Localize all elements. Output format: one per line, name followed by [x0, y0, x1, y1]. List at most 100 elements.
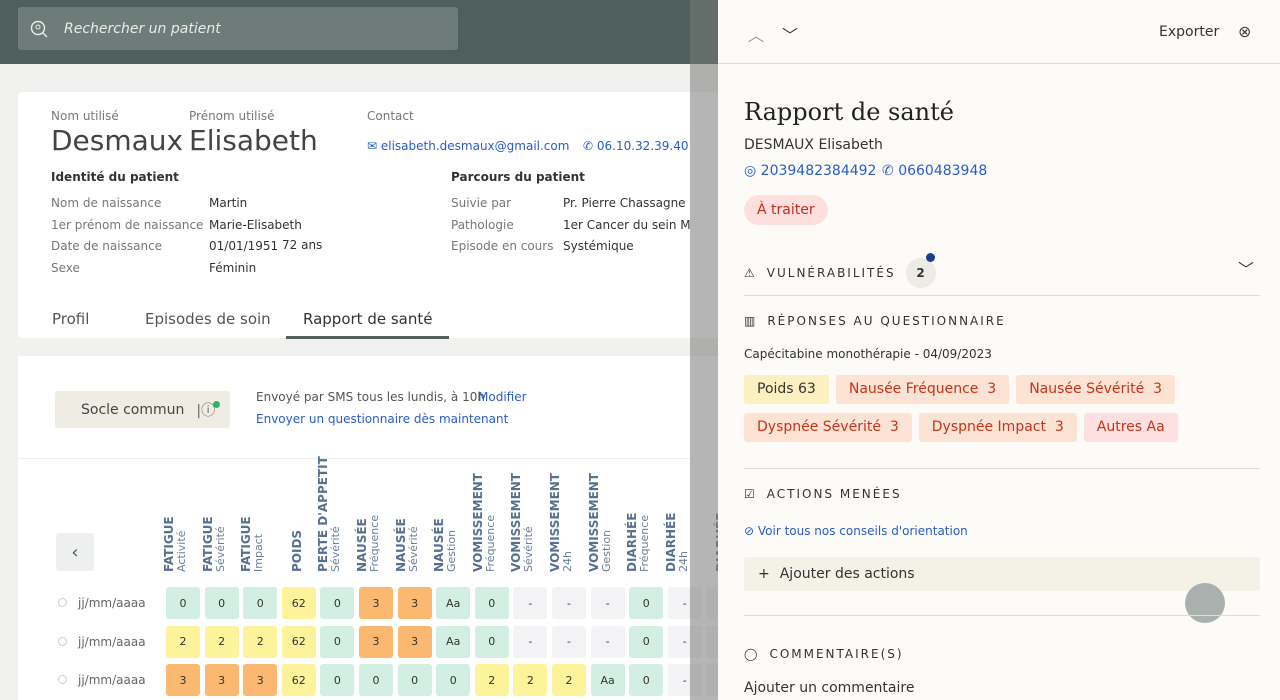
table-cell[interactable]: 62: [281, 587, 316, 619]
table-cell[interactable]: 2: [166, 625, 200, 658]
table-cell[interactable]: 0: [204, 587, 239, 619]
table-cell[interactable]: 0: [166, 587, 200, 619]
table-cell[interactable]: Aa: [436, 625, 471, 658]
column-header: VOMISSEMENT 24h: [548, 466, 586, 572]
conseils-link[interactable]: ⊘ Voir tous nos conseils d'orientation: [744, 524, 968, 538]
export-button[interactable]: Exporter: [1159, 24, 1220, 40]
table-cell[interactable]: 0: [474, 625, 509, 658]
table-cell[interactable]: -: [590, 625, 625, 658]
identity-label: Date de naissance: [51, 239, 163, 253]
parcours-label: Episode en cours: [451, 239, 554, 253]
table-cell[interactable]: 3: [166, 664, 200, 696]
add-comment-input[interactable]: Ajouter un commentaire: [744, 680, 915, 696]
phone-link[interactable]: ✆ 06.10.32.39.40: [583, 139, 689, 153]
table-cell[interactable]: 2: [552, 664, 586, 696]
table-cell[interactable]: 62: [281, 625, 316, 658]
socle-commun-button[interactable]: Socle commun |ⓘ: [55, 391, 230, 428]
table-cell[interactable]: -: [590, 587, 625, 619]
tab-episodes[interactable]: Episodes de soin: [145, 310, 271, 328]
table-cell[interactable]: 0: [629, 664, 664, 696]
status-badge: À traiter: [744, 195, 828, 225]
search-placeholder: Rechercher un patient: [64, 20, 221, 37]
chat-bubble-button[interactable]: [1185, 583, 1225, 623]
expand-chevron-icon[interactable]: ﹀: [1238, 260, 1255, 279]
column-title: POIDS: [289, 529, 304, 572]
column-title: VOMISSEMENT: [548, 473, 562, 572]
table-cell[interactable]: 0: [397, 664, 432, 696]
column-header: VOMISSEMENT Fréquence: [471, 466, 509, 572]
tab-profil[interactable]: Profil: [52, 310, 90, 328]
help-icon: |ⓘ: [196, 402, 216, 419]
tab-rapport[interactable]: Rapport de santé: [286, 310, 450, 339]
chevron-down-icon[interactable]: ﹀: [782, 26, 799, 45]
column-subtitle: Gestion: [445, 529, 459, 572]
add-actions-button[interactable]: + Ajouter des actions: [744, 557, 1260, 591]
table-cell[interactable]: 0: [359, 664, 393, 696]
label-prenom: Prénom utilisé: [189, 109, 275, 123]
send-now-link[interactable]: Envoyer un questionnaire dès maintenant: [256, 412, 509, 426]
close-icon[interactable]: ⊗: [1238, 22, 1252, 41]
id-value: 2039482384492: [760, 163, 877, 179]
column-header: NAUSÉE Gestion: [432, 466, 470, 572]
report-phone[interactable]: ✆ 0660483948: [882, 163, 988, 179]
modifier-link[interactable]: Modifier: [478, 390, 527, 404]
search-input[interactable]: Rechercher un patient: [18, 7, 458, 50]
table-cell[interactable]: 3: [204, 664, 239, 696]
column-title: DIARHÉE: [663, 512, 678, 572]
column-header: NAUSÉE Sévérité: [394, 466, 432, 572]
table-cell[interactable]: 3: [359, 625, 393, 658]
column-title: NAUSÉE: [393, 518, 408, 572]
column-title: FATIGUE: [162, 516, 176, 572]
table-cell[interactable]: -: [513, 625, 548, 658]
column-header: POIDS: [282, 466, 316, 572]
patient-last-name: Desmaux: [51, 124, 184, 157]
patient-id[interactable]: ◎ 2039482384492: [744, 163, 877, 179]
identity-label: Sexe: [51, 260, 80, 275]
table-cell[interactable]: 0: [474, 587, 509, 619]
plus-icon: +: [758, 566, 770, 582]
previous-button[interactable]: ‹: [56, 533, 94, 571]
table-cell[interactable]: 2: [513, 664, 548, 696]
column-title: FATIGUE: [200, 516, 215, 572]
table-cell[interactable]: 0: [320, 664, 355, 696]
table-cell[interactable]: 3: [397, 625, 432, 658]
table-cell[interactable]: Aa: [436, 587, 471, 619]
table-cell[interactable]: 2: [243, 625, 278, 658]
parcours-value: Systémique: [563, 239, 634, 253]
response-chips: Poids 63 Nausée Fréquence 3 Nausée Sévérit…: [744, 375, 1244, 451]
actions-section: ☑ ACTIONS MENÉES: [744, 487, 902, 501]
table-cell[interactable]: -: [513, 587, 548, 619]
column-title: VOMISSEMENT: [586, 473, 601, 572]
top-bar: Rechercher un patient: [0, 0, 718, 64]
table-cell[interactable]: 0: [320, 587, 355, 619]
table-cell[interactable]: 3: [359, 587, 393, 619]
parcours-value: Pr. Pierre Chassagne: [563, 196, 686, 210]
table-cell[interactable]: 3: [243, 664, 278, 696]
report-title: Rapport de santé: [744, 98, 954, 126]
column-subtitle: Impact: [252, 533, 266, 572]
column-title: NAUSÉE: [355, 518, 369, 572]
email-link[interactable]: ✉ elisabeth.desmaux@gmail.com: [367, 139, 570, 153]
bar-chart-icon: ▥: [744, 314, 758, 328]
vulnerabilities-section[interactable]: ⚠ VULNÉRABILITÉS 2: [744, 258, 936, 288]
comments-section: ◯ COMMENTAIRE(S): [744, 647, 904, 661]
overlay: [690, 0, 718, 700]
row-date: jj/mm/aaaa: [78, 596, 146, 610]
table-cell[interactable]: 0: [629, 625, 664, 658]
response-chip: Autres Aa: [1083, 413, 1178, 442]
chevron-up-icon[interactable]: ︿: [748, 26, 765, 45]
table-cell[interactable]: 0: [629, 587, 664, 619]
table-cell[interactable]: -: [552, 625, 586, 658]
table-cell[interactable]: 3: [397, 587, 432, 619]
table-cell[interactable]: 0: [320, 625, 355, 658]
table-cell[interactable]: 0: [243, 587, 278, 619]
table-cell[interactable]: 0: [436, 664, 471, 696]
timeline-dot: [58, 598, 67, 607]
patient-card: [18, 92, 718, 338]
table-cell[interactable]: -: [552, 587, 586, 619]
table-cell[interactable]: Aa: [590, 664, 625, 696]
row-date: jj/mm/aaaa: [78, 634, 146, 649]
table-cell[interactable]: 2: [204, 625, 239, 658]
table-cell[interactable]: 62: [281, 664, 316, 696]
table-cell[interactable]: 2: [474, 664, 509, 696]
